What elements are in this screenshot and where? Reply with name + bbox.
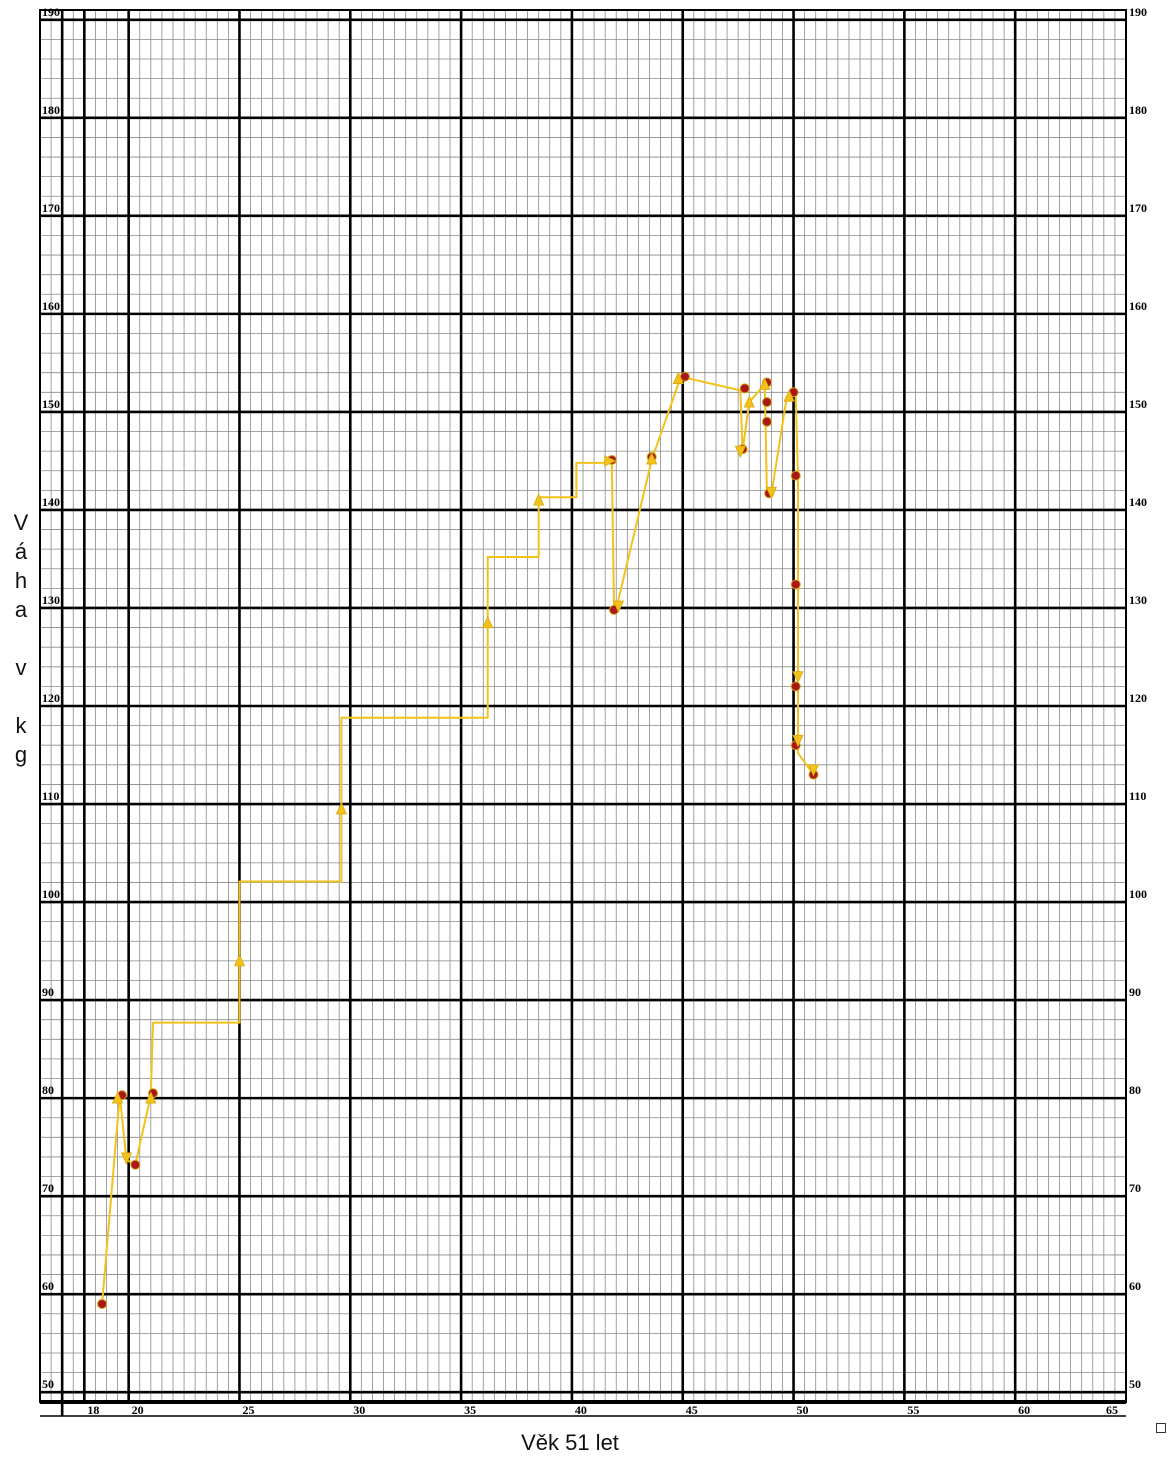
corner-checkbox — [1156, 1423, 1166, 1433]
x-tick-labels: 18 20 25 30 35 40 45 50 55 60 65 — [87, 1403, 1118, 1417]
y-tick-label: 80 — [1129, 1083, 1141, 1097]
y-tick-label: 70 — [42, 1181, 54, 1195]
y-axis-label-letter: V — [13, 510, 29, 535]
direction-arrow — [759, 377, 771, 390]
y-tick-labels-right: 50 60 70 80 90 100 110 120 130 140 150 160 170 180 190 — [1129, 5, 1147, 1391]
y-tick-label: 150 — [42, 397, 60, 411]
y-tick-label: 170 — [42, 201, 60, 215]
x-tick-label: 40 — [575, 1403, 587, 1417]
y-tick-labels-left: 50 60 70 80 90 100 110 120 130 140 150 160 170 180 190 — [42, 5, 60, 1391]
y-tick-label: 130 — [42, 593, 60, 607]
y-axis-label-letter: h — [14, 568, 28, 593]
data-point — [761, 397, 772, 408]
x-tick-label: 45 — [686, 1403, 698, 1417]
y-tick-label: 180 — [1129, 103, 1147, 117]
series-line — [101, 376, 815, 1305]
direction-arrow — [335, 801, 348, 815]
direction-arrow — [604, 455, 617, 467]
direction-arrow — [792, 671, 804, 684]
y-tick-label: 140 — [42, 495, 60, 509]
y-tick-label: 130 — [1129, 593, 1147, 607]
direction-arrow — [743, 395, 755, 408]
weight-series — [101, 376, 815, 1305]
x-tick-label: 60 — [1018, 1403, 1030, 1417]
y-axis-label-letter: a — [14, 597, 28, 622]
y-tick-label: 50 — [1129, 1377, 1141, 1391]
x-tick-label: 25 — [242, 1403, 254, 1417]
y-tick-label: 50 — [42, 1377, 54, 1391]
y-tick-label: 120 — [42, 691, 60, 705]
y-tick-label: 90 — [42, 985, 54, 999]
y-tick-label: 160 — [1129, 299, 1147, 313]
data-point — [130, 1159, 141, 1170]
y-tick-label: 120 — [1129, 691, 1147, 705]
x-tick-label: 65 — [1106, 1403, 1118, 1417]
y-tick-label: 190 — [1129, 5, 1147, 19]
direction-arrow — [646, 452, 658, 465]
y-tick-label: 100 — [42, 887, 60, 901]
y-tick-label: 80 — [42, 1083, 54, 1097]
direction-arrow — [533, 493, 545, 506]
y-axis-label-letter: á — [14, 539, 28, 564]
y-tick-label: 70 — [1129, 1181, 1141, 1195]
major-grid — [39, 9, 1127, 1417]
y-tick-label: 90 — [1129, 985, 1141, 999]
x-tick-label: 50 — [797, 1403, 809, 1417]
y-axis-label-letter: g — [14, 742, 28, 767]
y-tick-label: 190 — [42, 5, 60, 19]
y-tick-label: 60 — [42, 1279, 54, 1293]
data-point — [790, 681, 801, 692]
direction-arrows — [111, 371, 820, 1165]
x-tick-label: 20 — [132, 1403, 144, 1417]
direction-arrow — [120, 1152, 133, 1165]
data-point — [761, 416, 772, 427]
data-point — [97, 1298, 108, 1309]
direction-arrow — [734, 445, 746, 459]
y-tick-label: 160 — [42, 299, 60, 313]
y-tick-label: 170 — [1129, 201, 1147, 215]
direction-arrow — [672, 371, 684, 384]
direction-arrow — [482, 615, 494, 629]
y-tick-label: 140 — [1129, 495, 1147, 509]
y-axis-label-letter: v — [15, 655, 27, 680]
y-tick-label: 180 — [42, 103, 60, 117]
direction-arrow — [783, 389, 795, 402]
direction-arrow — [612, 600, 625, 613]
x-tick-label: 35 — [464, 1403, 476, 1417]
data-points — [97, 371, 819, 1309]
y-axis-label-letter: k — [15, 713, 27, 738]
direction-arrow — [807, 764, 820, 777]
y-tick-label: 110 — [1129, 789, 1146, 803]
x-axis-label: Věk 51 let — [521, 1430, 619, 1455]
direction-arrow — [792, 734, 804, 748]
data-point — [790, 470, 801, 481]
x-tick-label: 18 — [87, 1403, 99, 1417]
direction-arrow — [145, 1091, 157, 1104]
direction-arrow — [111, 1091, 124, 1104]
y-tick-label: 100 — [1129, 887, 1147, 901]
direction-arrow — [233, 953, 246, 967]
y-tick-label: 60 — [1129, 1279, 1141, 1293]
y-tick-label: 110 — [42, 789, 59, 803]
y-tick-label: 150 — [1129, 397, 1147, 411]
x-tick-label: 30 — [353, 1403, 365, 1417]
data-point — [790, 579, 801, 590]
data-point — [739, 383, 750, 394]
x-tick-label: 55 — [907, 1403, 919, 1417]
direction-arrow — [765, 486, 778, 500]
